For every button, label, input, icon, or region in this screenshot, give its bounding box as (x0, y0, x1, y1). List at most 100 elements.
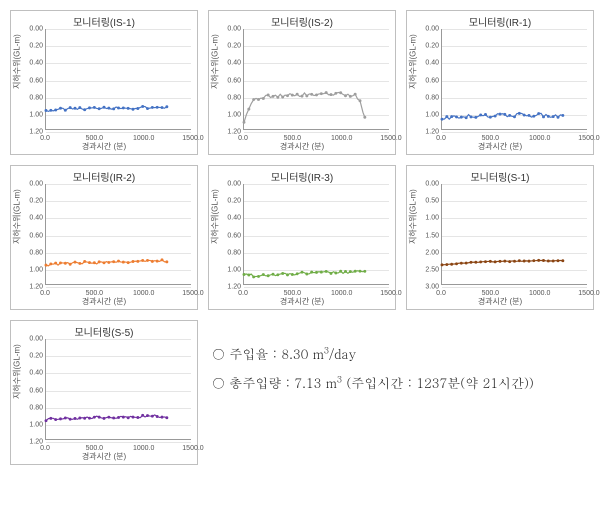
series-svg (46, 184, 191, 284)
series-marker (54, 262, 57, 265)
series-marker (363, 270, 366, 273)
y-tick-label: 1.00 (421, 215, 439, 222)
gridline (46, 132, 191, 133)
y-tick-label: 0.00 (25, 181, 43, 188)
series-marker (499, 113, 502, 116)
chart-panel-S-1: 모니터링(S-1)지하수위(GL-m)경과시간 (분)0.000.501.001… (406, 165, 594, 310)
series-marker (276, 273, 279, 276)
series-marker (484, 260, 487, 263)
series-marker (83, 108, 86, 111)
y-tick-label: 0.00 (421, 26, 439, 33)
x-axis-label: 경과시간 (분) (11, 296, 197, 307)
x-tick-label: 1000.0 (133, 445, 154, 452)
series-marker (460, 262, 463, 265)
plot-area (441, 29, 587, 130)
x-tick-label: 1500.0 (380, 135, 401, 142)
series-marker (112, 107, 115, 110)
y-tick-label: 0.00 (421, 181, 439, 188)
series-marker (98, 107, 101, 110)
x-axis-label: 경과시간 (분) (11, 451, 197, 462)
x-tick-label: 1500.0 (578, 290, 599, 297)
series-marker (117, 416, 120, 419)
y-tick-label: 0.20 (421, 43, 439, 50)
series-marker (161, 258, 164, 261)
series-marker (518, 259, 521, 262)
series-marker (103, 261, 106, 264)
series-marker (330, 272, 333, 275)
series-marker (257, 98, 260, 101)
y-tick-label: 0.80 (421, 94, 439, 101)
x-tick-label: 1500.0 (182, 290, 203, 297)
x-axis-label: 경과시간 (분) (209, 296, 395, 307)
series-marker (561, 259, 564, 262)
series-marker (132, 416, 135, 419)
series-marker (305, 273, 308, 276)
series-marker (136, 107, 139, 110)
series-marker (74, 417, 77, 420)
y-axis-label: 지하수위(GL-m) (210, 77, 221, 89)
series-marker (141, 259, 144, 262)
y-tick-label: 0.40 (25, 215, 43, 222)
series-marker (151, 106, 154, 109)
series-marker (513, 260, 516, 263)
series-marker (441, 118, 444, 121)
y-tick-label: 0.20 (25, 43, 43, 50)
series-marker (257, 275, 260, 278)
y-tick-label: 0.60 (421, 77, 439, 84)
plot-area (441, 184, 587, 285)
series-marker (132, 260, 135, 263)
chart-panel-IS-2: 모니터링(IS-2)지하수위(GL-m)경과시간 (분)0.000.200.40… (208, 10, 396, 155)
x-tick-label: 500.0 (482, 135, 500, 142)
series-marker (49, 417, 52, 420)
series-marker (359, 270, 362, 273)
x-tick-label: 1000.0 (331, 290, 352, 297)
series-marker (146, 414, 149, 417)
series-marker (112, 416, 115, 419)
series-marker (69, 263, 72, 266)
y-tick-label: 0.00 (25, 336, 43, 343)
series-marker (532, 115, 535, 118)
x-axis-label: 경과시간 (분) (209, 141, 395, 152)
gridline (442, 287, 587, 288)
series-svg (244, 184, 389, 284)
x-tick-label: 1000.0 (529, 135, 550, 142)
y-tick-label: 0.80 (223, 94, 241, 101)
series-marker (69, 418, 72, 421)
x-tick-label: 0.0 (436, 135, 446, 142)
series-marker (156, 260, 159, 263)
series-marker (247, 273, 250, 276)
series-marker (532, 259, 535, 262)
series-marker (262, 97, 265, 100)
series-marker (272, 95, 275, 98)
series-marker (151, 415, 154, 418)
series-marker (305, 94, 308, 97)
y-tick-label: 0.40 (25, 60, 43, 67)
chart-panel-IR-3: 모니터링(IR-3)지하수위(GL-m)경과시간 (분)0.000.200.40… (208, 165, 396, 310)
series-marker (310, 93, 313, 96)
x-tick-label: 500.0 (482, 290, 500, 297)
series-marker (455, 115, 458, 118)
series-marker (450, 115, 453, 118)
x-tick-label: 1000.0 (331, 135, 352, 142)
series-marker (503, 113, 506, 116)
y-axis-label: 지하수위(GL-m) (408, 77, 419, 89)
series-marker (354, 93, 357, 96)
series-marker (484, 113, 487, 116)
series-marker (494, 260, 497, 263)
y-tick-label: 0.80 (25, 404, 43, 411)
info-value: 7.13 (294, 373, 321, 392)
series-marker (296, 93, 299, 96)
series-marker (320, 92, 323, 95)
y-tick-label: 0.80 (223, 249, 241, 256)
series-svg (244, 29, 389, 129)
series-marker (349, 270, 352, 273)
y-axis-label: 지하수위(GL-m) (408, 232, 419, 244)
y-tick-label: 0.20 (223, 198, 241, 205)
series-marker (78, 262, 81, 265)
series-marker (291, 94, 294, 97)
series-marker (45, 419, 48, 422)
series-marker (247, 108, 250, 111)
series-marker (445, 115, 448, 118)
x-tick-label: 1500.0 (380, 290, 401, 297)
info-suffix: /day (329, 344, 356, 363)
